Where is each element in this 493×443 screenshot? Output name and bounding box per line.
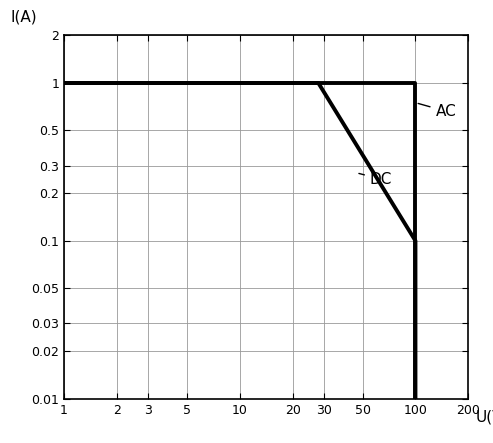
X-axis label: U(V): U(V) xyxy=(476,410,493,424)
Text: AC: AC xyxy=(418,103,456,119)
Y-axis label: I(A): I(A) xyxy=(10,10,37,24)
Text: DC: DC xyxy=(359,172,392,187)
